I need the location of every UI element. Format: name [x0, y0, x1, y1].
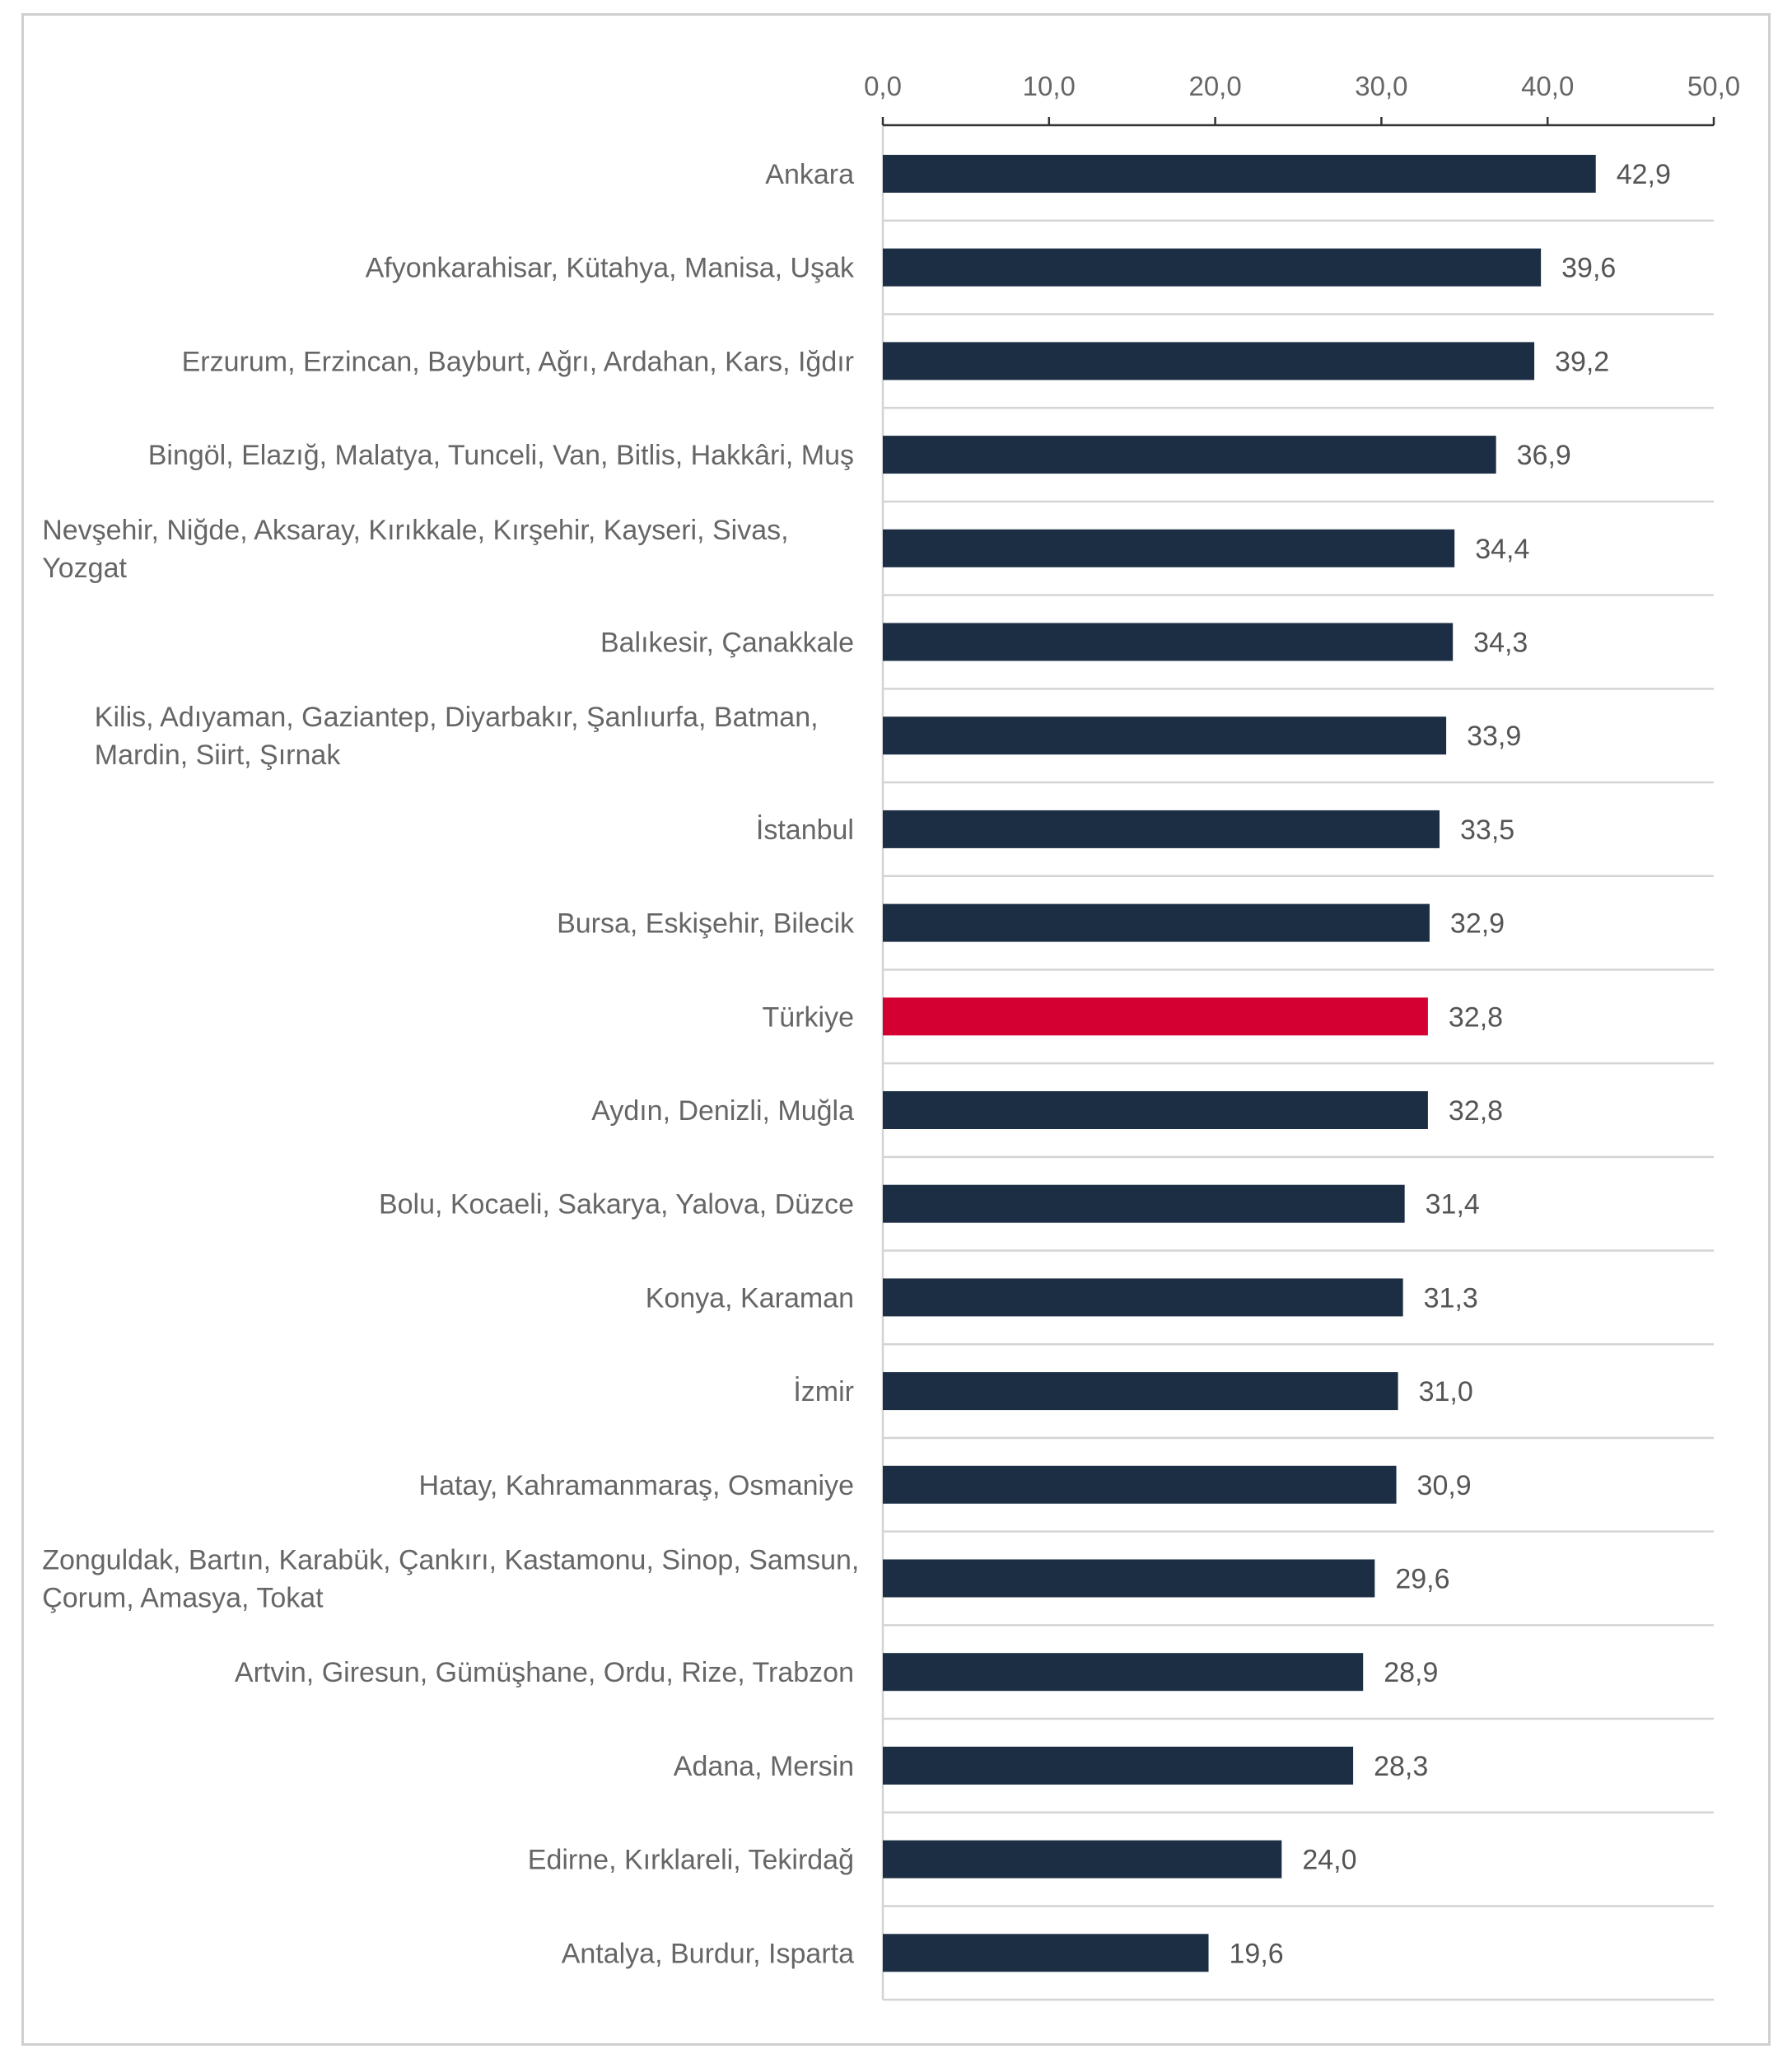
bar — [883, 1091, 1428, 1129]
category-label: Erzurum, Erzincan, Bayburt, Ağrı, Ardaha… — [182, 346, 854, 377]
value-label: 42,9 — [1617, 159, 1671, 190]
value-label: 31,0 — [1419, 1376, 1473, 1407]
category-label: Afyonkarahisar, Kütahya, Manisa, Uşak — [366, 253, 855, 284]
category-label: İstanbul — [756, 814, 854, 846]
category-label: Konya, Karaman — [646, 1282, 854, 1314]
bar — [883, 436, 1496, 474]
value-label: 39,6 — [1561, 253, 1616, 284]
bar — [883, 1372, 1398, 1411]
category-label-line: Çorum, Amasya, Tokat — [42, 1583, 324, 1614]
category-label-line: Zonguldak, Bartın, Karabük, Çankırı, Kas… — [42, 1545, 859, 1576]
value-label: 33,9 — [1467, 721, 1521, 752]
bar — [883, 1746, 1354, 1785]
category-label-line: Kilis, Adıyaman, Gaziantep, Diyarbakır, … — [95, 702, 819, 733]
value-labels: 42,9 39,6 39,2 36,9 34,4 34,3 33,9 33,5 32,9 32,8… — [1230, 159, 1671, 1969]
value-label: 28,3 — [1374, 1751, 1428, 1782]
value-label: 33,5 — [1460, 814, 1514, 846]
value-label: 19,6 — [1230, 1938, 1284, 1969]
bar — [883, 1278, 1403, 1317]
value-label: 39,2 — [1555, 346, 1609, 377]
value-label: 36,9 — [1517, 440, 1571, 471]
category-label-line: Nevşehir, Niğde, Aksaray, Kırıkkale, Kır… — [42, 515, 788, 546]
category-label: Ankara — [765, 159, 854, 190]
category-label: Bingöl, Elazığ, Malatya, Tunceli, Van, B… — [148, 440, 854, 471]
bar — [883, 1465, 1397, 1504]
category-label: Adana, Mersin — [674, 1751, 854, 1782]
category-label: Bursa, Eskişehir, Bilecik — [557, 908, 855, 940]
value-label: 28,9 — [1384, 1657, 1438, 1688]
bar — [883, 997, 1428, 1036]
bar — [883, 155, 1596, 193]
value-label: 32,8 — [1449, 1095, 1503, 1127]
x-tick-label: 20,0 — [1188, 71, 1241, 101]
bar — [883, 1934, 1209, 1972]
value-label: 24,0 — [1302, 1845, 1356, 1876]
grid-lines — [883, 219, 1714, 2001]
x-tick-label: 30,0 — [1355, 71, 1407, 101]
category-label: Bolu, Kocaeli, Sakarya, Yalova, Düzce — [379, 1189, 854, 1221]
value-label: 29,6 — [1395, 1564, 1449, 1595]
bar — [883, 529, 1455, 567]
value-label: 32,8 — [1449, 1001, 1503, 1033]
category-labels: Ankara Afyonkarahisar, Kütahya, Manisa, U… — [42, 159, 859, 1969]
category-label-line: Yozgat — [42, 553, 127, 584]
category-label-line: Mardin, Siirt, Şırnak — [95, 740, 342, 771]
bar — [883, 1559, 1375, 1598]
x-tick-label: 10,0 — [1023, 71, 1076, 101]
value-label: 31,3 — [1424, 1282, 1478, 1314]
bar — [883, 1653, 1364, 1692]
bar — [883, 716, 1447, 755]
category-label: Artvin, Giresun, Gümüşhane, Ordu, Rize, … — [235, 1657, 854, 1688]
value-label: 34,3 — [1473, 628, 1528, 659]
category-label: Antalya, Burdur, Isparta — [562, 1938, 854, 1969]
value-label: 30,9 — [1417, 1470, 1472, 1501]
bar — [883, 810, 1440, 848]
bar — [883, 623, 1454, 661]
bar — [883, 342, 1535, 380]
category-label: Aydın, Denizli, Muğla — [591, 1095, 854, 1127]
category-label: Türkiye — [763, 1001, 854, 1033]
bar — [883, 1840, 1282, 1879]
category-label: Zonguldak, Bartın, Karabük, Çankırı, Kas… — [42, 1545, 859, 1614]
category-label: Balıkesir, Çanakkale — [600, 628, 854, 659]
category-label: Kilis, Adıyaman, Gaziantep, Diyarbakır, … — [95, 702, 819, 771]
x-tick-label: 0,0 — [864, 71, 902, 101]
bar — [883, 903, 1430, 942]
category-label: Nevşehir, Niğde, Aksaray, Kırıkkale, Kır… — [42, 515, 788, 584]
category-label: İzmir — [793, 1376, 854, 1407]
value-label: 31,4 — [1426, 1189, 1480, 1221]
category-label: Edirne, Kırklareli, Tekirdağ — [528, 1845, 854, 1876]
value-label: 34,4 — [1475, 534, 1529, 565]
category-label: Hatay, Kahramanmaraş, Osmaniye — [419, 1470, 854, 1501]
bar — [883, 1184, 1405, 1223]
bar — [883, 248, 1542, 287]
x-tick-label: 50,0 — [1687, 71, 1740, 101]
x-tick-label: 40,0 — [1521, 71, 1574, 101]
value-label: 32,9 — [1450, 908, 1505, 940]
bars — [883, 155, 1596, 1972]
